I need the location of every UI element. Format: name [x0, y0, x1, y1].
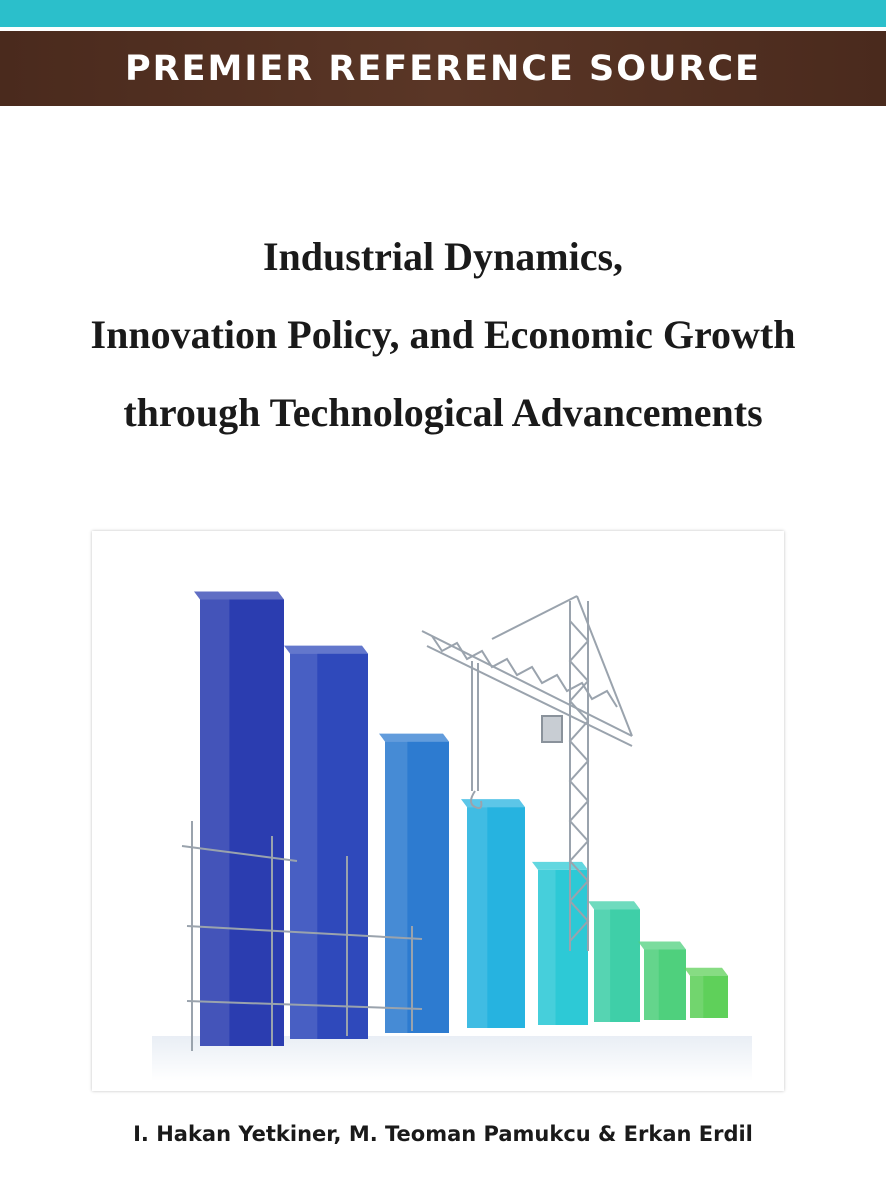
bar-1 [200, 599, 284, 1046]
bar-highlight-3 [385, 741, 408, 1033]
series-label: PREMIER REFERENCE SOURCE [125, 48, 761, 89]
bar-highlight-6 [594, 909, 611, 1022]
bar-2 [290, 653, 368, 1039]
bar-7 [644, 949, 686, 1020]
title-line-1: Industrial Dynamics, [262, 234, 624, 279]
bar-top-6 [588, 901, 640, 910]
bar-top-5 [532, 861, 588, 870]
bar-3 [385, 741, 449, 1033]
cover-illustration [92, 531, 784, 1091]
bar-highlight-8 [690, 975, 704, 1018]
bar-4 [467, 807, 525, 1028]
bar-highlight-4 [467, 807, 488, 1028]
top-divider [0, 27, 886, 31]
bar-top-1 [194, 591, 284, 600]
bar-highlight-5 [538, 869, 556, 1025]
title-line-3: through Technological Advancements [123, 390, 763, 435]
bar-top-8 [684, 967, 728, 976]
bar-top-3 [379, 733, 449, 742]
authors-line: I. Hakan Yetkiner, M. Teoman Pamukcu & E… [133, 1122, 753, 1146]
crane-icon [181, 595, 633, 1051]
book-title: Industrial Dynamics, Innovation Policy, … [0, 218, 886, 452]
bar-highlight-7 [644, 949, 659, 1020]
bar-crane-illustration [152, 591, 752, 1081]
top-teal-stripe [0, 0, 886, 27]
title-line-2: Innovation Policy, and Economic Growth [90, 312, 796, 357]
bar-highlight-2 [290, 653, 318, 1039]
bar-top-2 [284, 645, 368, 654]
series-banner: PREMIER REFERENCE SOURCE [0, 31, 886, 106]
bar-6 [594, 909, 640, 1022]
bar-top-4 [461, 799, 525, 808]
bar-5 [538, 869, 588, 1025]
bar-8 [690, 975, 728, 1018]
bar-highlight-1 [200, 599, 230, 1046]
bar-top-7 [638, 941, 686, 950]
